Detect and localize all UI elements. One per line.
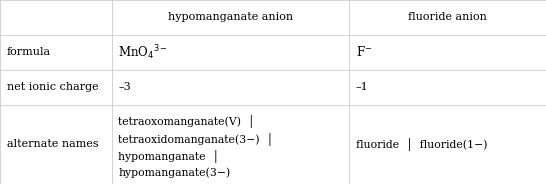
Text: MnO$_4$$^{3-}$: MnO$_4$$^{3-}$ (118, 43, 168, 62)
Text: tetraoxomanganate(V)  │: tetraoxomanganate(V) │ (118, 115, 255, 128)
Text: tetraoxidomanganate(3−)  │: tetraoxidomanganate(3−) │ (118, 133, 274, 146)
Text: –1: –1 (356, 82, 369, 92)
Text: –3: –3 (118, 82, 131, 92)
Text: alternate names: alternate names (7, 139, 98, 149)
Text: F$^{-}$: F$^{-}$ (356, 45, 372, 59)
Text: hypomanganate anion: hypomanganate anion (168, 13, 293, 22)
Text: fluoride  │  fluoride(1−): fluoride │ fluoride(1−) (356, 138, 488, 151)
Text: formula: formula (7, 47, 51, 57)
Text: net ionic charge: net ionic charge (7, 82, 98, 92)
Text: hypomanganate  │: hypomanganate │ (118, 150, 219, 163)
Text: hypomanganate(3−): hypomanganate(3−) (118, 168, 231, 178)
Text: fluoride anion: fluoride anion (408, 13, 487, 22)
